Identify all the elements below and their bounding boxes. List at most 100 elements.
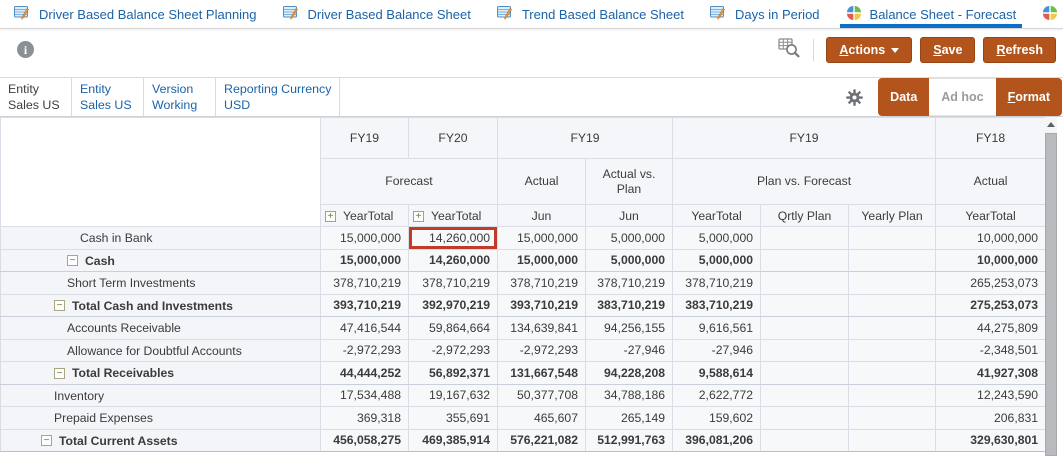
data-cell[interactable]: 2,622,772 [672, 383, 762, 407]
data-cell[interactable]: 15,000,000 [497, 248, 586, 272]
data-cell[interactable]: -27,946 [672, 338, 762, 362]
tab-item-6[interactable]: Balance Sheet - Plan [1042, 0, 1063, 28]
data-cell[interactable]: 393,710,219 [320, 293, 409, 317]
data-cell[interactable]: 47,416,544 [320, 316, 409, 340]
actions-button[interactable]: Actions [826, 37, 913, 63]
tab-item-3[interactable]: Trend Based Balance Sheet [496, 0, 684, 28]
data-cell[interactable]: 59,864,664 [408, 316, 498, 340]
data-cell[interactable]: 378,710,219 [584, 271, 674, 295]
data-cell[interactable]: 50,377,708 [497, 383, 586, 407]
data-cell[interactable]: 369,318 [320, 406, 409, 430]
expand-icon[interactable]: + [325, 210, 336, 222]
data-cell[interactable]: 9,588,614 [672, 361, 762, 385]
collapse-icon[interactable]: − [54, 367, 65, 379]
data-cell[interactable]: 94,256,155 [584, 316, 674, 340]
data-cell[interactable] [848, 248, 937, 272]
data-cell[interactable]: 378,710,219 [497, 271, 586, 295]
data-cell[interactable]: 469,385,914 [408, 428, 498, 452]
gear-icon[interactable] [845, 88, 864, 107]
data-cell[interactable]: 34,788,186 [584, 383, 674, 407]
data-cell[interactable]: 15,000,000 [497, 226, 586, 250]
data-cell[interactable] [848, 293, 937, 317]
data-cell[interactable]: 56,892,371 [408, 361, 498, 385]
data-cell[interactable]: 465,607 [497, 406, 586, 430]
data-cell[interactable] [760, 338, 850, 362]
data-cell[interactable]: 131,667,548 [497, 361, 586, 385]
mode-button-data[interactable]: Data [878, 78, 930, 116]
data-cell[interactable]: 17,534,488 [320, 383, 409, 407]
data-cell[interactable]: 14,260,000 [408, 248, 498, 272]
pov-member-link[interactable]: USD [224, 98, 251, 112]
data-cell[interactable]: -27,946 [584, 338, 674, 362]
data-cell[interactable]: 12,243,590 [935, 383, 1047, 407]
data-cell[interactable] [848, 226, 937, 250]
data-cell[interactable]: 576,221,082 [497, 428, 586, 452]
data-cell[interactable]: 159,602 [672, 406, 762, 430]
data-cell[interactable]: -2,972,293 [408, 338, 498, 362]
data-cell[interactable]: 329,630,801 [935, 428, 1047, 452]
data-cell[interactable]: 265,253,073 [935, 271, 1047, 295]
data-cell[interactable] [760, 293, 850, 317]
collapse-icon[interactable]: − [67, 255, 78, 267]
data-cell[interactable] [848, 316, 937, 340]
refresh-button[interactable]: Refresh [983, 37, 1056, 63]
data-cell[interactable]: -2,972,293 [320, 338, 409, 362]
data-cell[interactable]: 94,228,208 [584, 361, 674, 385]
scrollbar-up-button[interactable] [1045, 117, 1057, 132]
collapse-icon[interactable]: − [41, 435, 52, 447]
pov-member-link[interactable]: Working [152, 98, 198, 112]
data-cell[interactable] [760, 383, 850, 407]
data-cell[interactable]: 5,000,000 [672, 248, 762, 272]
data-cell[interactable] [760, 271, 850, 295]
data-cell[interactable] [760, 428, 850, 452]
data-cell[interactable]: 392,970,219 [408, 293, 498, 317]
mode-button-adhoc[interactable]: Ad hoc [929, 78, 996, 116]
data-cell[interactable]: 44,444,252 [320, 361, 409, 385]
data-cell[interactable]: 355,691 [408, 406, 498, 430]
data-cell[interactable] [760, 316, 850, 340]
member-search-icon[interactable] [778, 37, 801, 63]
pov-item-4[interactable]: Reporting Currency USD [216, 78, 341, 116]
collapse-icon[interactable]: − [54, 300, 65, 312]
data-cell[interactable]: 5,000,000 [584, 226, 674, 250]
data-cell[interactable] [760, 361, 850, 385]
data-cell[interactable]: 10,000,000 [935, 226, 1047, 250]
data-cell[interactable]: 378,710,219 [320, 271, 409, 295]
pov-item-3[interactable]: Version Working [144, 78, 216, 116]
info-icon[interactable] [17, 41, 34, 58]
highlighted-data-cell[interactable]: 14,260,000 [408, 226, 498, 250]
data-cell[interactable]: 396,081,206 [672, 428, 762, 452]
data-cell[interactable]: 512,991,763 [584, 428, 674, 452]
data-cell[interactable]: 44,275,809 [935, 316, 1047, 340]
tab-item-4[interactable]: Days in Period [709, 0, 820, 28]
data-cell[interactable]: 206,831 [935, 406, 1047, 430]
data-cell[interactable]: 5,000,000 [584, 248, 674, 272]
data-cell[interactable] [760, 248, 850, 272]
data-cell[interactable] [848, 383, 937, 407]
tab-item-5[interactable]: Balance Sheet - Forecast [839, 0, 1023, 28]
data-cell[interactable] [848, 271, 937, 295]
save-button[interactable]: Save [920, 37, 976, 63]
data-cell[interactable]: 456,058,275 [320, 428, 409, 452]
data-cell[interactable]: 275,253,073 [935, 293, 1047, 317]
data-cell[interactable]: 265,149 [584, 406, 674, 430]
pov-member-link[interactable]: Sales US [80, 98, 132, 112]
data-cell[interactable]: 134,639,841 [497, 316, 586, 340]
data-cell[interactable]: -2,348,501 [935, 338, 1047, 362]
data-cell[interactable]: 383,710,219 [584, 293, 674, 317]
data-cell[interactable] [760, 406, 850, 430]
data-cell[interactable]: 383,710,219 [672, 293, 762, 317]
data-cell[interactable]: 5,000,000 [672, 226, 762, 250]
pov-item-2[interactable]: Entity Sales US [72, 78, 144, 116]
expand-icon[interactable]: + [413, 210, 424, 222]
tab-item-2[interactable]: Driver Based Balance Sheet [282, 0, 471, 28]
tab-item-1[interactable]: Driver Based Balance Sheet Planning [14, 0, 257, 28]
scrollbar-thumb[interactable] [1045, 133, 1057, 456]
data-cell[interactable]: -2,972,293 [497, 338, 586, 362]
data-cell[interactable]: 393,710,219 [497, 293, 586, 317]
data-cell[interactable]: 41,927,308 [935, 361, 1047, 385]
data-cell[interactable] [848, 361, 937, 385]
data-cell[interactable] [848, 428, 937, 452]
data-cell[interactable]: 378,710,219 [672, 271, 762, 295]
